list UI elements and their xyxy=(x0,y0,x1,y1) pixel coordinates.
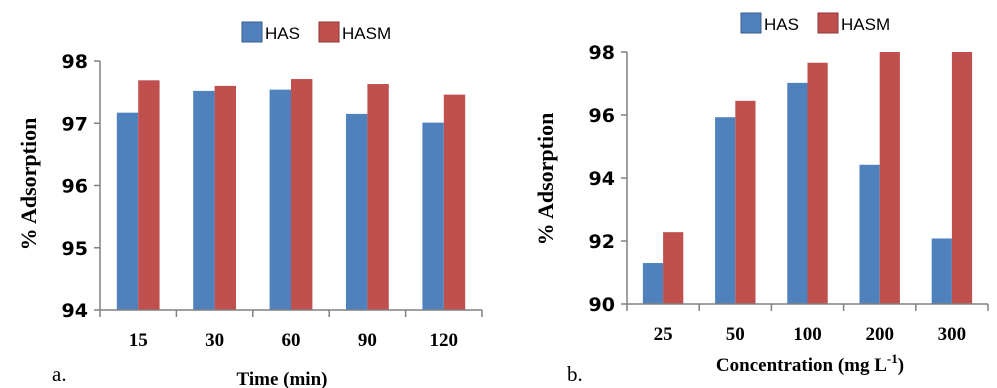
legend-label-hasm-b: HASM xyxy=(841,15,890,34)
bar-has-b xyxy=(859,164,880,304)
legend-label-hasm-a: HASM xyxy=(342,24,391,43)
x-tick-label-b: 25 xyxy=(654,324,673,345)
legend-label-has-a: HAS xyxy=(265,24,300,43)
bar-hasm-b xyxy=(879,52,900,304)
bar-hasm-a xyxy=(443,94,466,311)
x-tick-label-b: 50 xyxy=(726,324,745,345)
bar-hasm-b xyxy=(951,52,973,304)
x-axis-label-a: Time (min) xyxy=(237,369,328,388)
x-tick-label-a: 30 xyxy=(205,330,224,351)
bar-has-a xyxy=(422,122,444,310)
legend-swatch-has-a xyxy=(241,21,263,43)
bar-hasm-a xyxy=(138,80,160,310)
chart-panel-b: HAS HASM 90 92 94 96 98 25 50 100 200 300 % Adso… xyxy=(533,12,989,386)
y-axis-label-b: % Adsorption xyxy=(533,113,558,246)
bar-has-b xyxy=(715,117,736,304)
x-tick-label-a: 90 xyxy=(358,330,377,351)
bars-b xyxy=(642,52,973,305)
x-tick-label-a: 120 xyxy=(430,330,459,351)
bars-a xyxy=(116,79,466,311)
y-tick-label-a: 94 xyxy=(62,300,88,322)
y-tick-label-b: 98 xyxy=(589,42,615,64)
x-tick-label-a: 60 xyxy=(282,330,301,351)
x-tick-label-b: 300 xyxy=(938,324,967,345)
bar-hasm-b xyxy=(807,62,828,305)
y-tick-label-b: 90 xyxy=(589,294,615,316)
y-ticks-a: 94 95 96 97 98 xyxy=(62,51,100,322)
y-tick-label-a: 95 xyxy=(62,238,88,260)
legend-b: HAS HASM xyxy=(740,12,890,34)
x-tick-label-b: 200 xyxy=(865,324,894,345)
x-axis-label-b-end: ) xyxy=(898,355,904,376)
legend-swatch-has-b xyxy=(740,12,762,34)
bar-hasm-a xyxy=(214,85,236,311)
bar-has-b xyxy=(931,238,952,304)
y-ticks-b: 90 92 94 96 98 xyxy=(589,42,627,316)
bar-hasm-b xyxy=(663,232,684,304)
bar-has-a xyxy=(269,89,291,310)
legend-a: HAS HASM xyxy=(241,21,391,43)
legend-swatch-hasm-b xyxy=(817,12,839,34)
x-axis-label-b-text: Concentration (mg L xyxy=(716,355,887,376)
x-ticks-b: 25 50 100 200 300 xyxy=(626,304,989,345)
y-tick-label-b: 92 xyxy=(589,231,615,253)
x-tick-label-b: 100 xyxy=(793,324,822,345)
y-tick-label-a: 97 xyxy=(62,113,88,135)
bar-has-a xyxy=(346,113,368,310)
bar-hasm-b xyxy=(735,100,756,304)
x-axis-label-b: Concentration (mg L-1) xyxy=(716,351,904,376)
y-tick-label-a: 96 xyxy=(62,176,88,198)
x-ticks-a: 15 30 60 90 120 xyxy=(99,310,483,351)
panel-label-b: b. xyxy=(567,362,583,386)
y-tick-label-a: 98 xyxy=(62,51,88,73)
legend-label-has-b: HAS xyxy=(764,15,799,34)
bar-has-b xyxy=(642,263,664,304)
bar-has-b xyxy=(787,82,808,305)
y-tick-label-b: 96 xyxy=(589,105,615,127)
bar-hasm-a xyxy=(291,79,313,311)
bar-has-a xyxy=(116,112,139,310)
x-axis-label-b-sup: -1 xyxy=(887,351,898,366)
panel-label-a: a. xyxy=(52,362,67,386)
x-tick-label-a: 15 xyxy=(129,330,148,351)
bar-has-a xyxy=(193,90,215,310)
legend-swatch-hasm-a xyxy=(318,21,340,43)
bar-hasm-a xyxy=(367,84,389,310)
y-tick-label-b: 94 xyxy=(589,168,615,190)
y-axis-label-a: % Adsorption xyxy=(16,118,41,251)
chart-panel-a: HAS HASM 94 95 96 97 98 15 30 60 90 120 % Adsorp… xyxy=(16,21,483,388)
